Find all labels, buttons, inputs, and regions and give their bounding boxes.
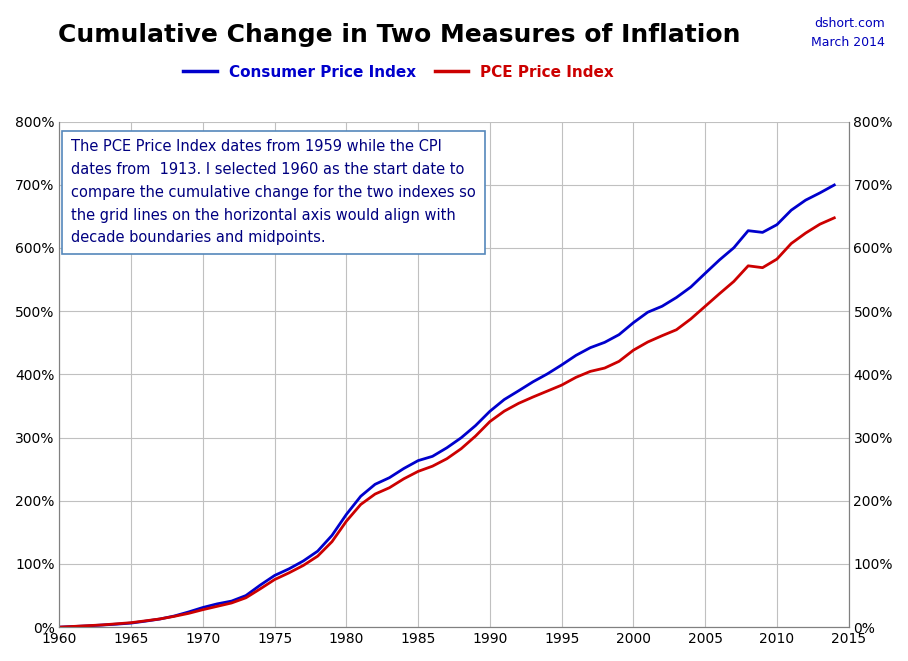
Text: The PCE Price Index dates from 1959 while the CPI
dates from  1913. I selected 1: The PCE Price Index dates from 1959 whil…	[71, 139, 476, 245]
Text: Cumulative Change in Two Measures of Inflation: Cumulative Change in Two Measures of Inf…	[58, 23, 741, 47]
Text: dshort.com
March 2014: dshort.com March 2014	[812, 17, 885, 48]
Legend: Consumer Price Index, PCE Price Index: Consumer Price Index, PCE Price Index	[177, 58, 620, 86]
